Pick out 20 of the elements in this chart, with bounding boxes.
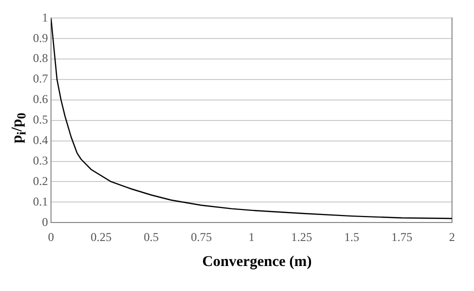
- y-tick-label: 0.5: [33, 112, 48, 127]
- y-tick-label: 0.9: [33, 30, 48, 45]
- x-tick-label: 0.5: [144, 230, 159, 244]
- x-tick-label: 0.75: [190, 230, 212, 244]
- x-tick-label: 0.25: [90, 230, 112, 244]
- y-tick-label: 0.3: [33, 153, 48, 168]
- x-tick-label: 1.25: [291, 230, 312, 244]
- x-axis-title: Convergence (m): [201, 254, 313, 271]
- y-tick-label: 0.2: [33, 174, 48, 188]
- x-tick-label: 1: [248, 230, 254, 244]
- y-tick-label: 0.6: [33, 92, 48, 106]
- y-tick-label: 0.1: [33, 194, 48, 208]
- y-tick-label: 0.7: [33, 72, 48, 86]
- y-tick-label: 0.8: [33, 51, 48, 66]
- y-tick-label: 0: [42, 214, 48, 229]
- x-tick-label: 1.5: [344, 230, 360, 244]
- y-tick-label: 1: [42, 10, 48, 24]
- y-tick-label: 0.4: [33, 132, 48, 147]
- x-tick-label: 1.75: [391, 230, 412, 244]
- x-tick-label: 2: [449, 230, 455, 244]
